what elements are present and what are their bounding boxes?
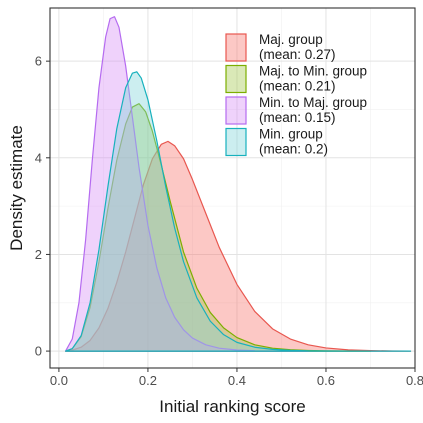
density-area-1 — [64, 140, 412, 352]
legend-key-3 — [225, 96, 247, 125]
y-tick-label: 4 — [35, 150, 42, 165]
panel-border — [49, 7, 416, 369]
y-axis-title: Density estimate — [7, 125, 26, 251]
legend: Maj. group(mean: 0.27) Maj. to Min. group… — [225, 32, 367, 157]
legend-label-3: Min. to Maj. group — [259, 95, 367, 110]
legend-label-2: (mean: 0.21) — [259, 79, 336, 94]
legend-label-4: (mean: 0.2) — [259, 142, 328, 157]
legend-label-1: (mean: 0.27) — [259, 47, 336, 62]
grid-lines — [50, 8, 416, 368]
x-tick-label: 0.0 — [50, 373, 68, 388]
x-axis-title: Initial ranking score — [159, 397, 305, 416]
y-tick-label: 2 — [35, 247, 42, 262]
x-tick-label: 0.8 — [406, 373, 423, 388]
x-tick-label: 0.4 — [228, 373, 246, 388]
density-areas — [64, 16, 412, 352]
legend-label-2: Maj. to Min. group — [259, 64, 367, 79]
y-tick-label: 6 — [35, 54, 42, 69]
density-area-4 — [64, 71, 412, 352]
x-tick-label: 0.6 — [317, 373, 335, 388]
axes: 0.0 0.2 0.4 0.6 0.8 0 2 4 6 — [35, 54, 423, 388]
legend-label-1: Maj. group — [259, 32, 323, 47]
legend-label-4: Min. group — [259, 127, 323, 142]
legend-label-3: (mean: 0.15) — [259, 110, 336, 125]
legend-key-2 — [225, 64, 247, 94]
legend-key-1 — [225, 33, 247, 62]
x-tick-label: 0.2 — [139, 373, 157, 388]
density-area-3 — [64, 16, 309, 352]
y-tick-label: 0 — [35, 344, 42, 359]
legend-key-4 — [225, 127, 247, 157]
